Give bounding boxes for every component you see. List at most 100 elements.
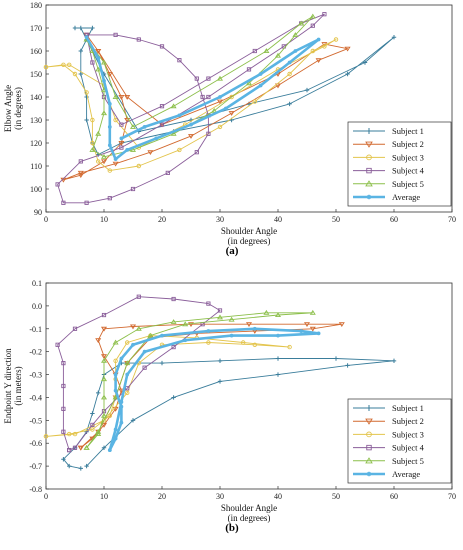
subject-4-point	[194, 76, 199, 81]
subject-1-point	[78, 48, 83, 54]
subject-4-point	[72, 326, 78, 331]
legend-subject-5-point	[365, 457, 373, 464]
x-tick-label: 20	[158, 492, 166, 501]
subject-5-point	[95, 130, 102, 136]
subject-5-point	[170, 103, 177, 109]
average-point	[113, 157, 118, 161]
subject-3-point	[43, 434, 49, 439]
subject-2-point	[100, 354, 108, 360]
subject-2-point	[106, 72, 113, 77]
subject-2-point	[124, 118, 131, 123]
y-tick-label: 110	[30, 162, 42, 171]
subject-3-point	[217, 124, 223, 130]
average-point	[125, 148, 130, 152]
average-point	[119, 404, 124, 409]
subject-3-point	[287, 71, 292, 77]
subject-1-point	[90, 411, 95, 416]
average-point	[107, 143, 112, 148]
subject-5-point	[95, 428, 102, 434]
subject-2-point	[95, 338, 102, 344]
x-tick-label: 30	[216, 215, 224, 224]
series-average	[107, 326, 321, 452]
subject-4-point	[142, 365, 147, 370]
average-point	[119, 136, 124, 141]
subject-5-point	[112, 339, 119, 345]
y-tick-label: -0.1	[29, 325, 42, 334]
legend-b: Subject 1 Subject 2 Subject 3 Subject 4 Subj…	[347, 398, 452, 484]
y-tick-label: 150	[30, 70, 42, 79]
legend-label-subject-5: Subject 5	[392, 179, 424, 189]
average-point	[183, 338, 188, 343]
subject-1-point	[78, 71, 83, 77]
subject-1-point	[391, 358, 397, 364]
series-subject-4	[55, 294, 223, 453]
subject-3-point	[310, 48, 316, 54]
y-axis-label-unit: (in degrees)	[13, 87, 23, 130]
subject-2-point	[338, 322, 345, 328]
subject-5-point	[182, 321, 189, 327]
y-tick-label: -0.2	[29, 348, 42, 357]
subject-3-point	[43, 64, 49, 70]
average-point	[113, 427, 118, 432]
legend-subject-4-point	[366, 167, 372, 174]
subject-3-point	[287, 344, 292, 350]
subject-4-point	[159, 122, 165, 127]
average-point	[287, 60, 292, 65]
average-point	[113, 372, 118, 377]
subject-4-point	[107, 196, 112, 201]
x-tick-label: 60	[390, 492, 398, 501]
average-point	[84, 35, 89, 40]
average-point	[131, 342, 135, 347]
subject-4-point	[119, 145, 124, 150]
y-tick-label: 90	[34, 208, 42, 217]
x-axis-label-unit: (in degrees)	[228, 236, 271, 246]
x-tick-label: 0	[44, 215, 48, 224]
subject-5-point	[309, 13, 316, 19]
y-tick-label: 100	[30, 185, 42, 194]
subject-5-point	[100, 59, 108, 65]
legend-subject-2-point	[365, 141, 373, 148]
average-point	[119, 356, 124, 361]
subject-4-point	[246, 67, 252, 72]
subject-4-point	[113, 32, 118, 37]
subject-5-point	[170, 319, 177, 324]
subject-5-point	[100, 394, 108, 400]
subject-5-point	[83, 444, 90, 450]
subject-1-point	[159, 360, 165, 366]
panel-label-a: (a)	[226, 245, 239, 257]
average-point	[223, 106, 228, 111]
series-line-subject-1	[62, 358, 395, 469]
series-line-subject-5	[86, 16, 314, 158]
x-axis-label: Shoulder Angle	[221, 503, 277, 513]
subject-5-point	[129, 147, 137, 152]
average-point	[107, 102, 112, 106]
average-point	[142, 349, 147, 354]
subject-1-point	[275, 356, 281, 361]
subject-4-point	[101, 312, 107, 318]
legend-box	[347, 121, 452, 207]
series-subject-3	[43, 333, 292, 439]
subject-4-point	[72, 445, 78, 450]
y-tick-label: -0.3	[29, 371, 42, 380]
average-point	[102, 79, 106, 83]
subject-3-point	[90, 427, 95, 432]
y-tick-label: 0.1	[32, 279, 42, 288]
x-axis-label: Shoulder Angle	[221, 226, 277, 236]
series-average	[84, 35, 321, 161]
x-tick-label: 70	[448, 492, 456, 501]
subject-2-point	[77, 173, 84, 179]
subject-4-point	[119, 122, 124, 127]
average-point	[189, 122, 193, 127]
subject-5-point	[228, 316, 235, 322]
y-tick-label: -0.5	[29, 416, 42, 425]
average-point	[160, 333, 164, 338]
legend-label-subject-1: Subject 1	[392, 126, 424, 136]
subject-3-point	[240, 340, 246, 345]
average-point	[119, 420, 124, 425]
series-subject-5	[83, 309, 316, 450]
y-tick-label: 140	[30, 93, 42, 102]
average-point	[113, 436, 118, 441]
series-subject-1	[61, 356, 397, 471]
subject-5-point	[100, 376, 108, 382]
